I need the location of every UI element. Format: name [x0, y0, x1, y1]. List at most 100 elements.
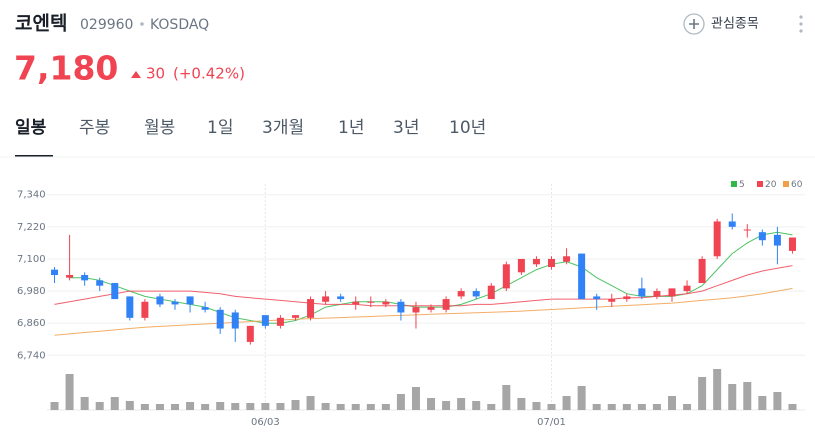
candle-body [713, 221, 721, 257]
candle-body [337, 296, 345, 300]
change: 30 [146, 65, 165, 83]
tab[interactable]: 일봉 [15, 118, 47, 138]
dot [799, 15, 803, 19]
tab-bar: 일봉 주봉 월봉 1일 3개월 1년 3년 10년 [0, 118, 815, 158]
tab[interactable]: 1년 [338, 118, 364, 138]
volume-bar [502, 385, 511, 410]
candle-body [563, 256, 571, 262]
candle-body [788, 237, 796, 251]
up-arrow [131, 71, 141, 78]
candle-body [126, 296, 134, 318]
volume-bar [216, 402, 225, 410]
tab[interactable]: 10년 [449, 118, 486, 138]
volume-bar [276, 403, 285, 410]
candle-body [261, 315, 269, 326]
volume-bar [758, 396, 767, 410]
more-menu[interactable] [799, 15, 803, 33]
volume-bar [381, 404, 390, 410]
candle-body [367, 301, 375, 303]
volume-bar [321, 403, 330, 410]
volume-bar [201, 404, 210, 410]
volume-bar [773, 392, 782, 410]
volume-bar [396, 394, 405, 410]
y-tick-label: 6,980 [17, 286, 46, 297]
volume-bar [788, 404, 797, 410]
volume-bar [457, 398, 466, 410]
change-percent: (+0.42%) [173, 65, 245, 83]
y-tick-label: 6,860 [17, 318, 46, 329]
candle-body [442, 299, 450, 310]
candle-body [276, 317, 284, 326]
candle-body [382, 301, 390, 305]
watch-button[interactable]: 관심종목 [683, 13, 759, 35]
candle-body [683, 285, 691, 292]
candle-body [653, 291, 661, 297]
volume-bar [728, 384, 737, 410]
tab[interactable]: 3년 [393, 118, 419, 138]
dot [799, 22, 803, 26]
plus-icon [683, 13, 705, 35]
candle-body [502, 264, 510, 289]
candle-body [698, 258, 706, 284]
candle-body [51, 269, 59, 275]
dot [799, 29, 803, 33]
candle-body [141, 301, 149, 318]
volume-bar [427, 398, 436, 410]
candle-body [156, 296, 164, 305]
volume-bar [291, 400, 300, 410]
volume-bar [366, 404, 375, 410]
candle-body [322, 296, 330, 302]
candle-body [186, 296, 194, 305]
candle-body [307, 299, 315, 318]
y-tick-label: 7,220 [17, 222, 46, 233]
candle-body [216, 309, 224, 329]
y-tick-label: 7,340 [17, 190, 46, 201]
chart: 7,340 7,220 7,100 6,980 6,860 6,740 06/03 07/01… [17, 180, 805, 428]
volume-bar [351, 404, 360, 410]
market: KOSDAQ [150, 17, 209, 33]
volume-bar [110, 397, 119, 410]
y-tick-label: 7,100 [17, 254, 46, 265]
candle-body [758, 232, 766, 241]
tab[interactable]: 1일 [207, 118, 233, 138]
volume-bar [95, 402, 104, 410]
legend-label: 20 [765, 180, 777, 190]
volume-bar [622, 404, 631, 410]
separator [140, 22, 144, 26]
candle-body [578, 253, 586, 300]
candle-body [638, 288, 646, 297]
candle-body [111, 283, 119, 300]
volume-bar [125, 401, 134, 410]
tab[interactable]: 3개월 [262, 118, 304, 138]
tab[interactable]: 주봉 [79, 118, 110, 138]
volume-bar [517, 398, 526, 410]
candle-body [291, 315, 299, 318]
legend-swatch [757, 181, 763, 187]
candle-body [427, 307, 435, 310]
x-tick-label: 07/01 [537, 417, 566, 428]
candle-body [773, 234, 781, 246]
stock-name: 코엔텍 [15, 13, 67, 35]
volume-bar [637, 404, 646, 410]
candle-body [81, 275, 89, 281]
x-tick-label: 06/03 [251, 417, 280, 428]
volume-bar [607, 404, 616, 410]
candle-body [352, 301, 360, 305]
candle-body [201, 307, 209, 310]
price: 7,180 [14, 49, 118, 88]
volume-bar [231, 403, 240, 410]
watch-label[interactable]: 관심종목 [711, 17, 759, 32]
volume-bar [562, 396, 571, 410]
candle-body [608, 299, 616, 302]
candle-body [96, 280, 104, 286]
volume-bar [442, 401, 451, 410]
legend-swatch [731, 181, 737, 187]
volume-bar [186, 402, 195, 410]
legend-label: 5 [739, 180, 745, 190]
volume-bar [487, 404, 496, 410]
tab[interactable]: 월봉 [144, 118, 175, 138]
volume-bar [698, 377, 707, 410]
candle-body [246, 325, 254, 342]
candle-body [397, 301, 405, 313]
